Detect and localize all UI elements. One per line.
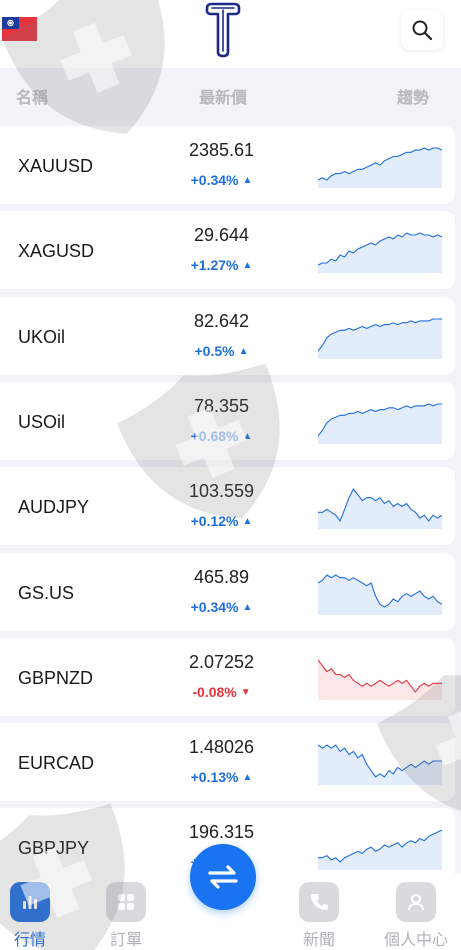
sparkline-area — [318, 489, 442, 530]
search-button[interactable] — [401, 10, 443, 50]
nav-label-market: 行情 — [13, 932, 46, 949]
quote-change-percent: +0.34% — [190, 598, 239, 615]
trend-sparkline — [318, 403, 442, 444]
quote-change-percent: +0.34% — [190, 172, 239, 188]
quote-change-percent: +0.5% — [194, 342, 235, 359]
quote-change-percent: +0.68% — [190, 427, 239, 444]
quote-change-percent: -0.08% — [192, 683, 237, 700]
t-logo-icon — [205, 2, 241, 58]
sparkline-area — [318, 745, 442, 786]
quote-symbol: UKOil — [18, 326, 66, 347]
nav-item-news[interactable]: 新聞 — [289, 882, 349, 950]
quote-price: 29.644 — [193, 225, 250, 246]
quote-price: 103.559 — [188, 481, 255, 502]
quote-row-audjpy[interactable]: AUDJPY 103.559 +0.12% ▲ — [0, 467, 455, 546]
quote-change-percent: +0.13% — [190, 769, 239, 786]
triangle-up-icon: ▲ — [242, 175, 253, 186]
nav-item-profile[interactable]: 個人中心 — [384, 882, 448, 950]
triangle-up-icon: ▲ — [242, 601, 253, 613]
quote-symbol: GS.US — [18, 582, 75, 603]
triangle-up-icon: ▲ — [242, 260, 253, 272]
sparkline-line — [318, 573, 442, 608]
triangle-down-icon: ▼ — [240, 686, 251, 698]
quote-symbol: EURCAD — [18, 753, 95, 774]
quote-symbol: XAUUSD — [18, 156, 94, 176]
triangle-up-icon: ▲ — [238, 345, 249, 357]
quote-symbol: USOil — [18, 411, 66, 432]
sparkline-line — [318, 403, 442, 437]
bar-chart-icon — [23, 896, 37, 909]
quote-row-xagusd[interactable]: XAGUSD 29.644 +1.27% ▲ — [0, 211, 455, 290]
quote-change-percent: +0.12% — [190, 513, 239, 530]
quote-change: +0.34%▲ — [150, 599, 293, 615]
trend-sparkline — [318, 488, 442, 530]
news-icon — [311, 894, 328, 910]
quote-symbol: XAGUSD — [18, 241, 95, 262]
nav-item-orders[interactable]: 訂單 — [96, 882, 156, 950]
sparkline-area — [318, 403, 442, 444]
nav-label-news: 新聞 — [302, 932, 335, 949]
grid-icon — [118, 894, 134, 910]
quote-change-percent: +1.27% — [190, 257, 239, 274]
column-name-header[interactable]: 名稱 — [16, 90, 49, 107]
triangle-up-icon: ▲ — [242, 772, 253, 784]
sparkline-line — [318, 147, 442, 181]
search-icon — [412, 20, 433, 41]
quote-row-gs-us[interactable]: GS.US 465.89 +0.34% ▲ — [0, 552, 455, 631]
trend-sparkline — [318, 829, 442, 871]
sparkline-area — [318, 830, 442, 871]
trend-sparkline — [318, 573, 442, 615]
top-bar — [0, 0, 461, 68]
trend-sparkline — [318, 659, 442, 700]
quote-price: 196.315 — [188, 822, 255, 843]
triangle-up-icon: ▲ — [242, 516, 253, 528]
quote-row-eurcad[interactable]: EURCAD 1.48026 +0.13% ▲ — [0, 723, 455, 802]
user-icon — [408, 894, 424, 911]
quote-change: +0.34%▲ — [150, 172, 293, 188]
quote-row-xauusd[interactable]: XAUUSD 2385.61 +0.34% ▲ — [0, 126, 455, 204]
quote-price: 78.355 — [193, 395, 250, 416]
quote-row-gbpnzd[interactable]: GBPNZD 2.07252 -0.08% ▼ — [0, 637, 455, 716]
trend-sparkline — [318, 744, 442, 786]
quote-symbol: GBPJPY — [18, 838, 90, 859]
quote-change: +1.27% ▲ — [150, 257, 293, 273]
trade-swap-button[interactable] — [190, 844, 256, 910]
quote-price: 1.48026 — [188, 737, 255, 758]
quote-change: +0.12% ▲ — [150, 513, 293, 529]
quote-price: 2385.61 — [188, 140, 255, 160]
quote-price: 465.89 — [193, 566, 250, 587]
quote-change: +0.5% ▲ — [150, 343, 293, 359]
quote-list-header: 名稱 最新價 趨勢 — [0, 74, 461, 114]
nav-label-profile: 個人中心 — [383, 932, 448, 949]
column-trend-header: 趨勢 — [397, 90, 430, 107]
trend-sparkline — [318, 318, 442, 359]
quote-change: +0.13% ▲ — [150, 769, 293, 785]
trend-sparkline — [318, 232, 442, 274]
sparkline-line — [318, 232, 442, 266]
nav-item-market[interactable]: 行情 — [0, 882, 60, 950]
triangle-up-icon: ▲ — [242, 430, 253, 442]
quote-row-ukoil[interactable]: UKOil 82.642 +0.5% ▲ — [0, 296, 455, 375]
sparkline-area — [318, 574, 442, 615]
quote-row-usoil[interactable]: USOil 78.355 +0.68% ▲ — [0, 381, 455, 460]
quote-symbol: AUDJPY — [18, 497, 90, 518]
sparkline-area — [318, 233, 442, 274]
trend-sparkline — [318, 147, 442, 188]
nav-label-orders: 訂單 — [109, 932, 142, 949]
quote-change: -0.08% ▼ — [150, 684, 293, 700]
quote-change: +0.68% ▲ — [150, 428, 293, 444]
sparkline-area — [318, 148, 442, 188]
swap-arrows-icon — [208, 865, 238, 889]
sparkline-area — [318, 318, 442, 359]
column-price-header[interactable]: 最新價 — [199, 90, 248, 107]
quote-symbol: GBPNZD — [18, 667, 94, 688]
quote-price: 82.642 — [193, 310, 250, 331]
taiwan-flag-icon[interactable] — [2, 17, 37, 41]
quote-price: 2.07252 — [188, 651, 255, 672]
sparkline-line — [318, 318, 442, 351]
sparkline-line — [318, 488, 442, 523]
